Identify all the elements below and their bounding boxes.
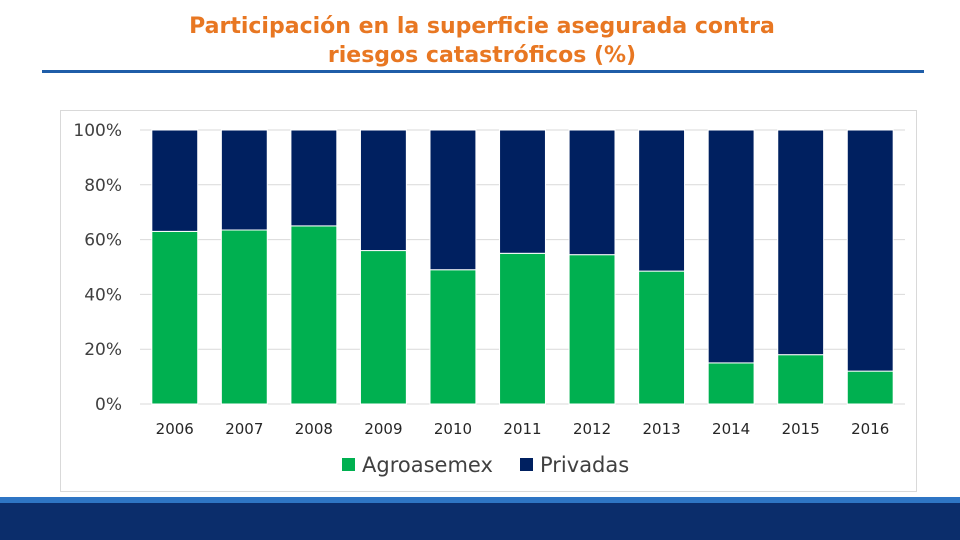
x-tick-label: 2006 — [156, 420, 194, 438]
x-tick-label: 2007 — [225, 420, 263, 438]
bar-privadas-2013 — [638, 129, 686, 272]
bar-privadas-2008 — [290, 129, 338, 227]
bar-agroasemex-2016 — [846, 370, 894, 405]
title-divider — [42, 70, 924, 73]
bar-privadas-2010 — [429, 129, 477, 271]
footer-accent-band — [0, 497, 960, 503]
bar-agroasemex-2013 — [638, 270, 686, 405]
y-tick-label: 20% — [84, 340, 122, 360]
bar-agroasemex-2011 — [499, 252, 546, 405]
x-tick-label: 2013 — [642, 420, 680, 438]
slide-title-line-2: riesgos catastróficos (%) — [327, 43, 637, 68]
y-tick-label: 0% — [95, 395, 122, 415]
x-tick-label: 2008 — [295, 420, 333, 438]
bar-privadas-2012 — [568, 129, 616, 256]
bar-privadas-2006 — [151, 129, 199, 232]
bar-agroasemex-2008 — [290, 225, 338, 405]
bar-privadas-2016 — [846, 129, 894, 372]
bar-privadas-2009 — [359, 129, 407, 252]
legend-label-agroasemex: Agroasemex — [362, 453, 493, 477]
x-tick-label: 2015 — [782, 420, 820, 438]
bar-privadas-2015 — [777, 129, 825, 356]
slide-title-line-1: Participación en la superficie asegurada… — [189, 14, 775, 39]
footer-band — [0, 503, 960, 540]
bar-agroasemex-2014 — [707, 362, 755, 405]
y-tick-label: 40% — [84, 285, 122, 305]
y-tick-label: 100% — [73, 121, 122, 141]
y-tick-label: 60% — [84, 231, 122, 251]
bar-agroasemex-2009 — [359, 250, 407, 405]
bar-agroasemex-2007 — [220, 229, 268, 405]
x-tick-label: 2016 — [851, 420, 889, 438]
bar-agroasemex-2006 — [151, 230, 199, 405]
x-tick-label: 2010 — [434, 420, 472, 438]
x-tick-label: 2012 — [573, 420, 611, 438]
y-tick-label: 80% — [84, 176, 122, 196]
bar-privadas-2007 — [220, 129, 268, 231]
bar-agroasemex-2015 — [777, 354, 825, 405]
bar-agroasemex-2012 — [568, 254, 616, 405]
bar-agroasemex-2010 — [429, 269, 477, 405]
chart-frame — [60, 110, 917, 492]
legend-swatch-privadas — [520, 458, 533, 471]
legend-label-privadas: Privadas — [540, 453, 629, 477]
bar-privadas-2014 — [707, 129, 755, 364]
slide-title: Participación en la superficie asegurada… — [120, 12, 844, 70]
legend-swatch-agroasemex — [342, 458, 355, 471]
x-tick-label: 2009 — [364, 420, 402, 438]
bar-privadas-2011 — [499, 129, 546, 254]
x-tick-label: 2011 — [503, 420, 541, 438]
x-tick-label: 2014 — [712, 420, 750, 438]
